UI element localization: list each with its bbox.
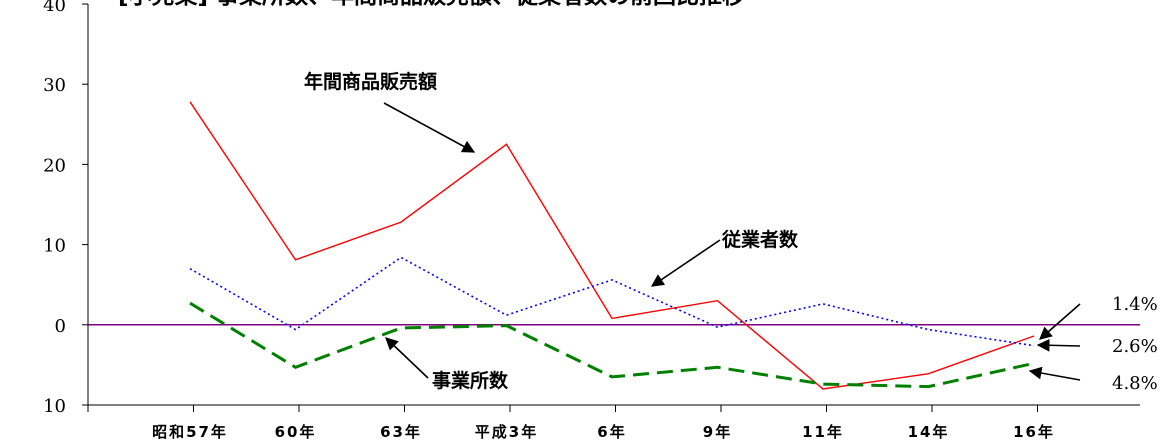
arrow-establishments (385, 337, 429, 379)
x-tick-label: 平成3年 (475, 423, 538, 441)
arrow-employees (650, 239, 721, 287)
arrow-sales (383, 102, 476, 153)
series-line-1 (189, 256, 1035, 347)
x-tick-label: 昭和57年 (152, 423, 228, 441)
series-line-0 (189, 101, 1035, 390)
arrow-annotation-2 (1036, 338, 1081, 352)
x-tick-label: 9年 (703, 423, 732, 441)
series-label: 年間商品販売額 (304, 70, 437, 93)
series-label: 事業所数 (432, 369, 509, 392)
y-tick-label: 10 (43, 396, 66, 417)
labels: [小売業] 事業所数、年間商品販売額、従業者数の前回比推移 40 30 20 10 0 10… (43, 0, 1158, 441)
annotation-label: 4.8% (1112, 373, 1158, 394)
x-tick-label: 16年 (1013, 423, 1055, 441)
x-tick-label: 11年 (802, 423, 844, 441)
series-line-2 (189, 301, 1035, 389)
series-label: 従業者数 (721, 228, 799, 251)
annotation-label: 1.4% (1112, 294, 1158, 315)
axes (82, 3, 1140, 412)
y-tick-label: 10 (43, 236, 66, 257)
y-tick-label: 40 (43, 0, 66, 16)
y-tick-label: 0 (55, 316, 66, 337)
y-tick-label: 30 (43, 75, 66, 96)
x-tick-label: 63年 (380, 423, 422, 441)
x-tick-label: 14年 (908, 423, 950, 441)
arrow-annotation-1 (1039, 303, 1081, 340)
series-lines (189, 101, 1035, 390)
x-tick-label: 60年 (275, 423, 317, 441)
y-tick-label: 20 (43, 155, 66, 176)
x-tick-label: 6年 (597, 423, 626, 441)
arrow-annotation-3 (1028, 366, 1081, 381)
chart-title: [小売業] 事業所数、年間商品販売額、従業者数の前回比推移 (118, 0, 745, 9)
annotation-label: 2.6% (1112, 336, 1158, 357)
